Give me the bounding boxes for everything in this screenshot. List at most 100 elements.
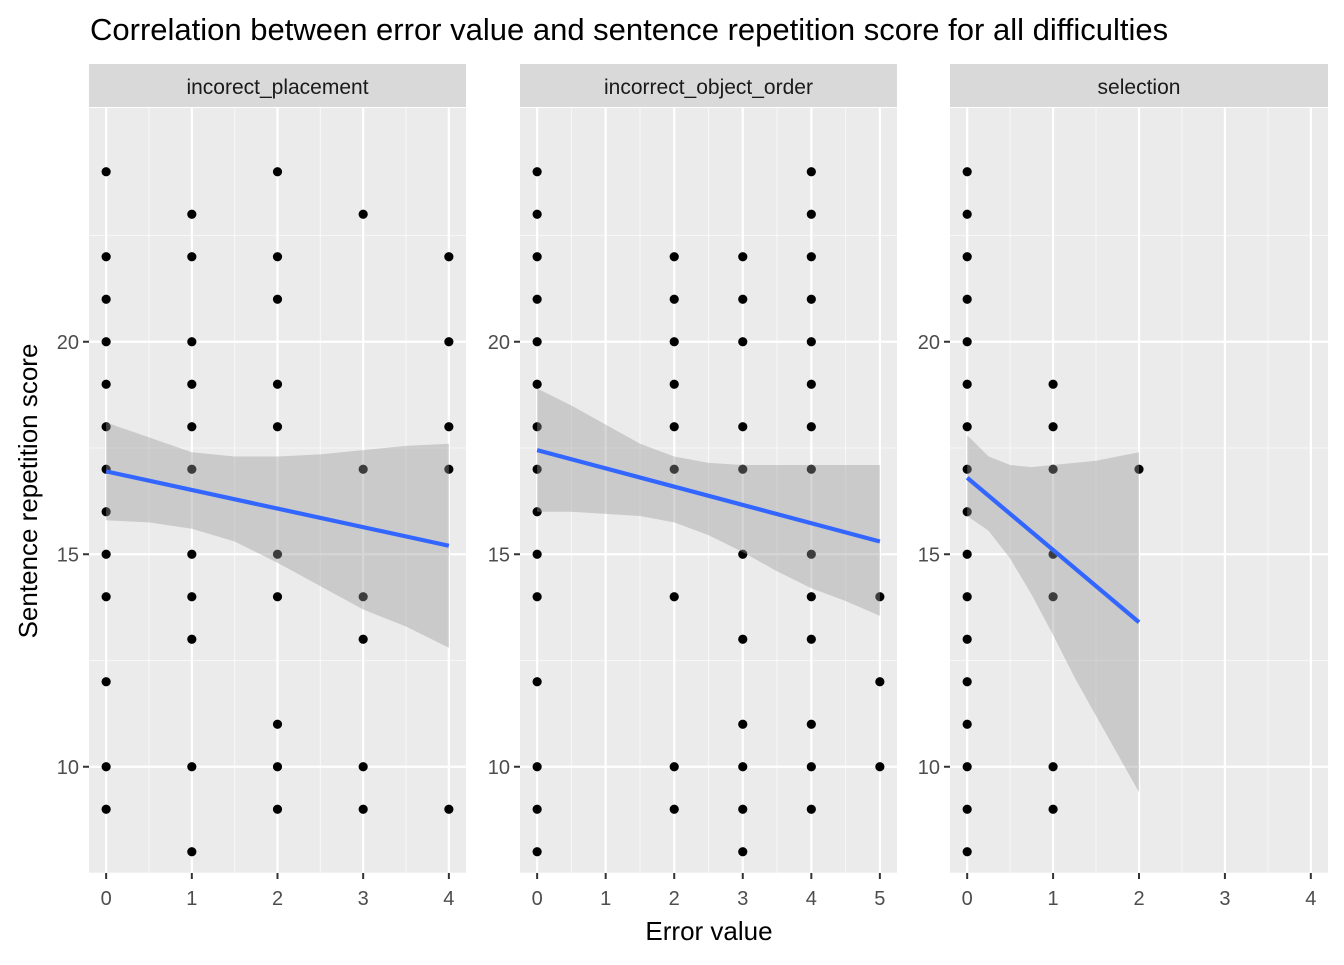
data-point bbox=[738, 337, 748, 347]
data-point bbox=[738, 847, 748, 857]
regression-line bbox=[105, 469, 450, 548]
data-point bbox=[101, 762, 111, 772]
data-point bbox=[962, 294, 972, 304]
confidence-band bbox=[537, 388, 880, 616]
data-point bbox=[1048, 592, 1058, 602]
confidence-band bbox=[967, 435, 1139, 793]
data-point bbox=[532, 252, 542, 262]
x-tick-label: 5 bbox=[874, 888, 885, 910]
facet-panel: incorect_placement 10 15 20 0 1 2 3 4 bbox=[57, 64, 466, 910]
data-point bbox=[444, 337, 454, 347]
data-point bbox=[444, 804, 454, 814]
data-point bbox=[962, 167, 972, 177]
data-point bbox=[532, 592, 542, 602]
data-point bbox=[187, 847, 197, 857]
data-point bbox=[669, 592, 679, 602]
data-point bbox=[532, 167, 542, 177]
data-point bbox=[272, 379, 283, 389]
regression-line bbox=[536, 448, 881, 544]
data-point bbox=[187, 422, 197, 432]
data-point bbox=[101, 167, 111, 177]
data-point bbox=[187, 379, 197, 389]
data-point bbox=[806, 422, 816, 432]
data-point bbox=[532, 549, 542, 559]
data-point bbox=[101, 507, 111, 517]
data-point bbox=[187, 464, 197, 474]
facet-strip-label: selection bbox=[1098, 76, 1181, 99]
data-point bbox=[101, 549, 111, 559]
data-point bbox=[358, 762, 368, 772]
data-point bbox=[358, 209, 368, 219]
data-point bbox=[962, 337, 972, 347]
data-point bbox=[101, 252, 111, 262]
data-point bbox=[1048, 422, 1058, 432]
data-point bbox=[272, 167, 283, 177]
data-point bbox=[669, 379, 679, 389]
x-tick-label: 0 bbox=[962, 888, 973, 910]
data-point bbox=[101, 379, 111, 389]
y-tick-label: 20 bbox=[918, 332, 940, 354]
data-point bbox=[962, 762, 972, 772]
x-axis-label: Error value bbox=[645, 916, 772, 946]
data-point bbox=[669, 337, 679, 347]
data-point bbox=[532, 507, 542, 517]
data-point bbox=[962, 677, 972, 687]
data-point bbox=[962, 209, 972, 219]
data-point bbox=[962, 379, 972, 389]
data-point bbox=[962, 634, 972, 644]
data-point bbox=[738, 549, 748, 559]
data-point bbox=[272, 719, 283, 729]
data-point bbox=[1134, 464, 1144, 474]
x-tick-label: 1 bbox=[600, 888, 611, 910]
data-point bbox=[358, 464, 368, 474]
x-tick-label: 0 bbox=[532, 888, 543, 910]
data-point bbox=[444, 422, 454, 432]
data-point bbox=[187, 252, 197, 262]
data-point bbox=[532, 337, 542, 347]
regression-line bbox=[965, 476, 1141, 624]
data-point bbox=[532, 294, 542, 304]
data-point bbox=[806, 804, 816, 814]
data-point bbox=[806, 337, 816, 347]
x-tick-label: 4 bbox=[806, 888, 817, 910]
data-point bbox=[738, 422, 748, 432]
y-axis-label: Sentence repetition score bbox=[13, 344, 43, 639]
data-point bbox=[1048, 379, 1058, 389]
data-point bbox=[738, 804, 748, 814]
data-point bbox=[272, 252, 283, 262]
x-tick-label: 1 bbox=[186, 888, 197, 910]
data-point bbox=[962, 847, 972, 857]
x-tick-label: 3 bbox=[358, 888, 369, 910]
data-point bbox=[806, 464, 816, 474]
data-point bbox=[187, 337, 197, 347]
data-point bbox=[187, 549, 197, 559]
facet-panel: incorrect_object_order 10 15 20 0 1 2 3 4 5 bbox=[488, 64, 897, 910]
y-tick-label: 15 bbox=[57, 544, 79, 566]
y-tick-label: 10 bbox=[488, 757, 510, 779]
data-point bbox=[101, 677, 111, 687]
data-point bbox=[738, 634, 748, 644]
data-point bbox=[806, 252, 816, 262]
data-point bbox=[962, 592, 972, 602]
data-point bbox=[532, 762, 542, 772]
data-point bbox=[101, 294, 111, 304]
data-point bbox=[272, 294, 283, 304]
data-point bbox=[669, 422, 679, 432]
data-point bbox=[669, 252, 679, 262]
chart-title: Correlation between error value and sent… bbox=[90, 12, 1168, 47]
data-point bbox=[101, 337, 111, 347]
data-point bbox=[806, 592, 816, 602]
data-point bbox=[962, 252, 972, 262]
data-point bbox=[962, 422, 972, 432]
data-point bbox=[444, 252, 454, 262]
data-point bbox=[738, 252, 748, 262]
data-point bbox=[875, 762, 885, 772]
facet-strip-label: incorrect_object_order bbox=[604, 76, 813, 99]
data-point bbox=[532, 847, 542, 857]
data-point bbox=[669, 464, 679, 474]
data-point bbox=[962, 719, 972, 729]
data-point bbox=[669, 804, 679, 814]
data-point bbox=[101, 422, 111, 432]
